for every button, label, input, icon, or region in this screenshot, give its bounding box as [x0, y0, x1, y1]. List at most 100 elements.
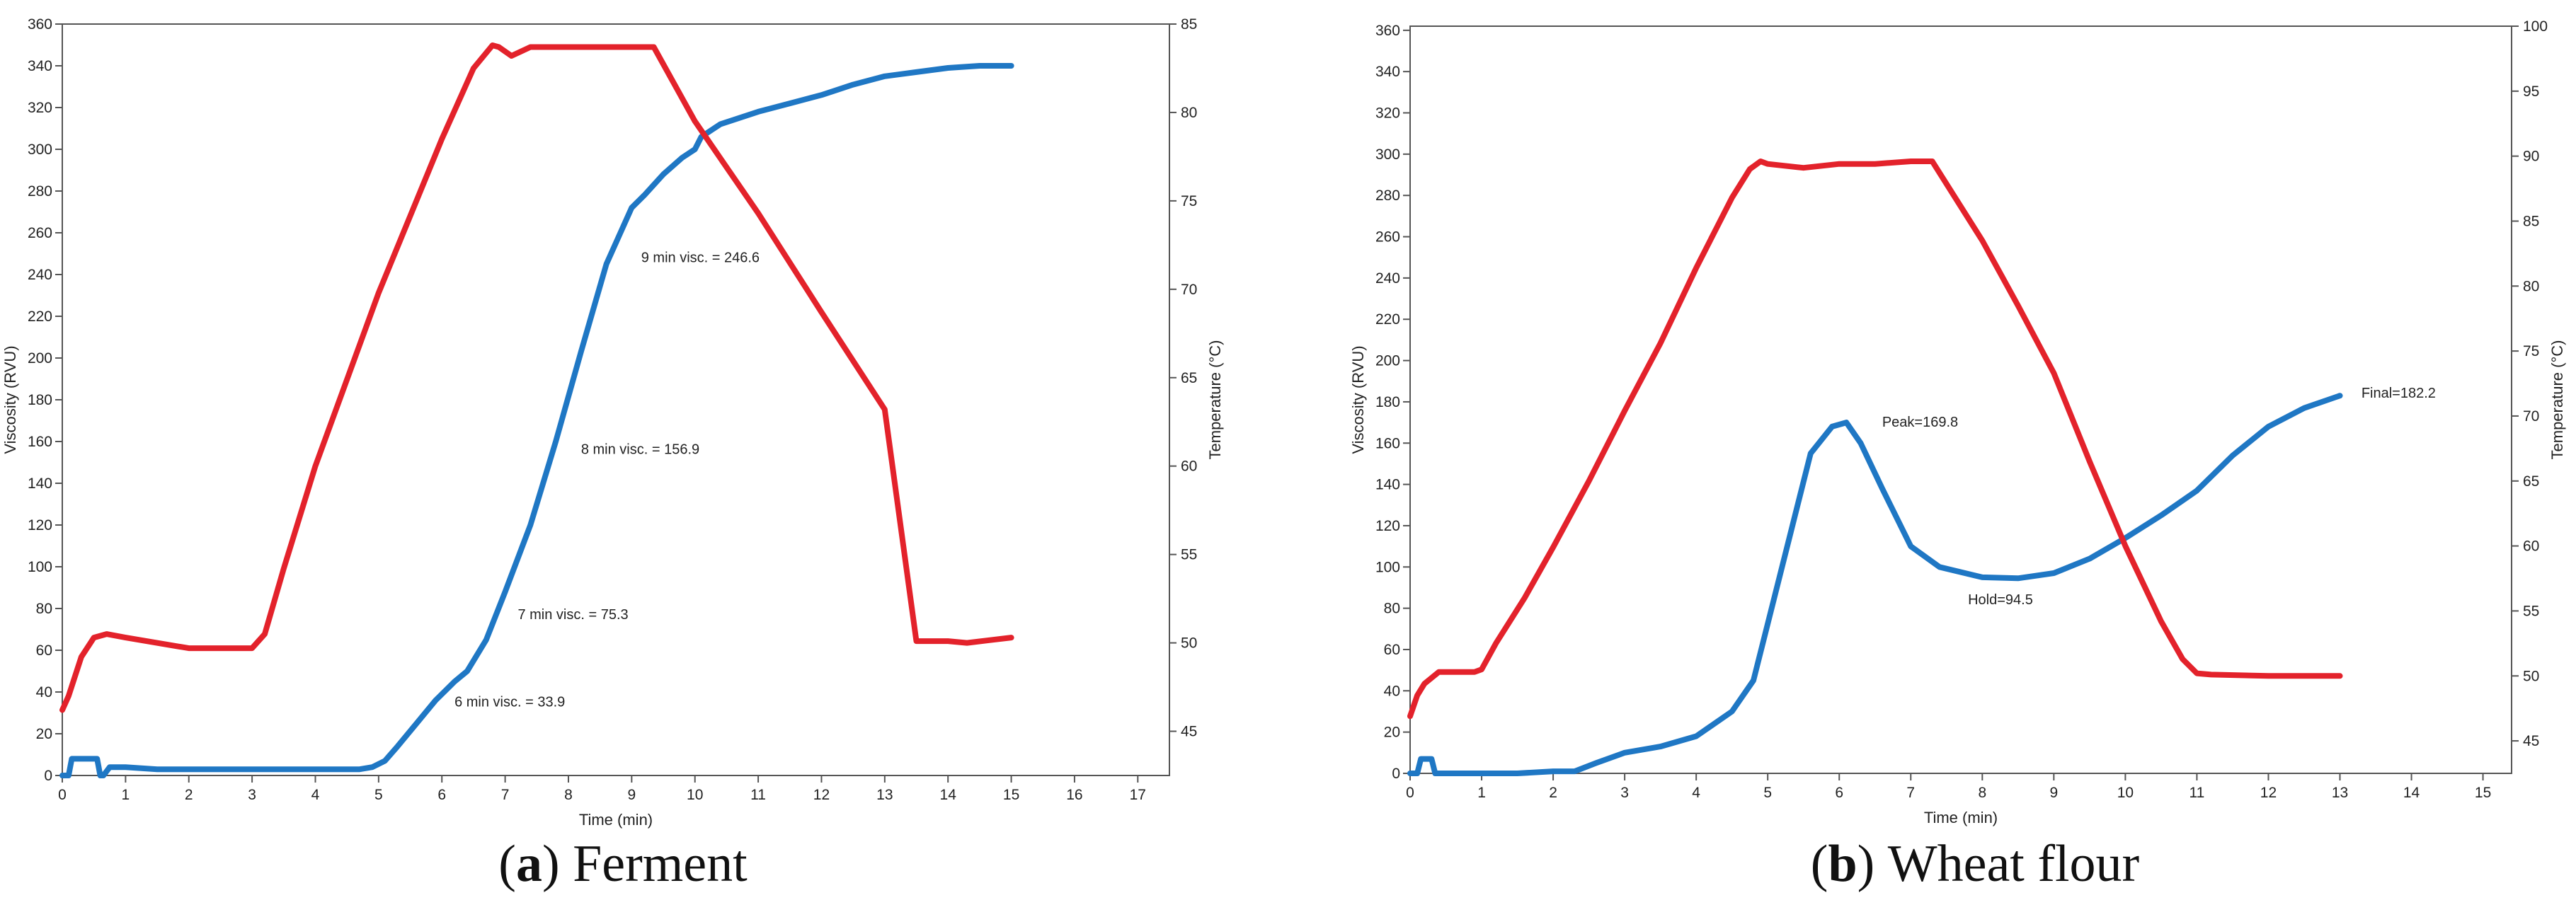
y-tick-label-panel-a: 220 [28, 308, 52, 325]
y2-tick-label-panel-a: 50 [1181, 635, 1197, 652]
x-tick-label-panel-b: 8 [1978, 785, 1986, 801]
y-tick-label-panel-a: 320 [28, 100, 52, 116]
y2-tick-label-panel-a: 55 [1181, 547, 1197, 563]
x-tick-label-panel-b: 0 [1406, 785, 1414, 801]
y-tick-label-panel-a: 160 [28, 434, 52, 450]
caption-text-b: Wheat flour [1887, 834, 2140, 893]
x-tick-label-panel-a: 14 [940, 787, 957, 803]
viscosity-line-panel-b [1407, 393, 2343, 776]
x-tick-label-panel-b: 4 [1692, 785, 1700, 801]
y2-tick-label-panel-b: 60 [2523, 538, 2539, 555]
panel-letter-b: b [1828, 834, 1857, 893]
y2-tick-label-panel-a: 80 [1181, 105, 1197, 121]
y2-tick-label-panel-a: 65 [1181, 370, 1197, 386]
x-tick-label-panel-a: 10 [687, 787, 703, 803]
x-tick-label-panel-b: 3 [1620, 785, 1629, 801]
y-tick-label-panel-b: 80 [1384, 601, 1400, 617]
caption-text-a: Ferment [573, 834, 748, 893]
x-tick-label-panel-b: 11 [2189, 785, 2205, 801]
viscosity-line-panel-a [59, 63, 1014, 778]
y2-tick-label-panel-b: 90 [2523, 149, 2539, 165]
y2-tick-label-panel-b: 100 [2523, 18, 2548, 35]
y2-tick-label-panel-a: 85 [1181, 16, 1197, 33]
y-tick-label-panel-b: 300 [1375, 146, 1400, 163]
x-tick-label-panel-a: 16 [1066, 787, 1082, 803]
caption-panel-a: (a) Ferment [498, 834, 748, 893]
y-tick-label-panel-b: 180 [1375, 394, 1400, 410]
x-tick-label-panel-a: 7 [501, 787, 510, 803]
y2-tick-label-panel-b: 55 [2523, 603, 2539, 619]
y-tick-label-panel-a: 0 [44, 768, 52, 784]
y2-tick-label-panel-b: 95 [2523, 83, 2539, 100]
y-tick-label-panel-b: 60 [1384, 642, 1400, 658]
y-tick-label-panel-a: 280 [28, 183, 52, 200]
x-tick-label-panel-a: 9 [627, 787, 636, 803]
y-tick-label-panel-b: 280 [1375, 188, 1400, 204]
y-axis-title-panel-a: Viscosity (RVU) [1, 345, 19, 454]
y-tick-label-panel-a: 120 [28, 517, 52, 534]
annotation-panel-b: Final=182.2 [2362, 386, 2436, 401]
annotation-panel-a: 7 min visc. = 75.3 [517, 607, 628, 623]
y-tick-label-panel-b: 0 [1392, 766, 1400, 782]
plot-frame-panel-a [62, 23, 1170, 776]
y2-tick-label-panel-b: 65 [2523, 473, 2539, 490]
y-tick-label-panel-b: 320 [1375, 105, 1400, 122]
y-tick-label-panel-a: 20 [36, 726, 52, 742]
y-tick-label-panel-b: 160 [1375, 435, 1400, 451]
y2-tick-label-panel-a: 45 [1181, 724, 1197, 740]
y2-tick-label-panel-b: 70 [2523, 408, 2539, 425]
y-tick-label-panel-b: 40 [1384, 683, 1400, 699]
x-tick-label-panel-b: 13 [2332, 785, 2348, 801]
x-tick-label-panel-a: 12 [813, 787, 830, 803]
x-tick-label-panel-a: 5 [374, 787, 383, 803]
x-tick-label-panel-a: 13 [876, 787, 893, 803]
y-tick-label-panel-b: 240 [1375, 270, 1400, 287]
x-tick-label-panel-a: 4 [311, 787, 320, 803]
x-tick-label-panel-b: 15 [2475, 785, 2491, 801]
y-tick-label-panel-b: 120 [1375, 518, 1400, 534]
x-axis-title-panel-a: Time (min) [579, 811, 653, 829]
y2-tick-label-panel-b: 75 [2523, 343, 2539, 359]
x-tick-label-panel-a: 2 [185, 787, 193, 803]
y-tick-label-panel-b: 340 [1375, 64, 1400, 80]
y-tick-label-panel-b: 260 [1375, 229, 1400, 246]
x-tick-label-panel-a: 11 [750, 787, 766, 803]
y-tick-label-panel-a: 180 [28, 392, 52, 408]
x-tick-label-panel-b: 1 [1477, 785, 1486, 801]
plot-frame-panel-b [1409, 25, 2512, 774]
x-tick-label-panel-b: 10 [2117, 785, 2134, 801]
annotation-panel-a: 8 min visc. = 156.9 [581, 442, 699, 458]
y2-axis-title-panel-a: Temperature (°C) [1206, 340, 1224, 460]
x-tick-label-panel-b: 9 [2050, 785, 2059, 801]
y-tick-label-panel-a: 340 [28, 58, 52, 74]
annotation-panel-b: Hold=94.5 [1968, 592, 2033, 608]
y-tick-label-panel-a: 200 [28, 350, 52, 367]
y-tick-label-panel-b: 220 [1375, 311, 1400, 328]
y2-tick-label-panel-b: 80 [2523, 278, 2539, 294]
y-tick-label-panel-b: 100 [1375, 559, 1400, 575]
x-tick-label-panel-b: 2 [1549, 785, 1557, 801]
y2-tick-label-panel-a: 60 [1181, 458, 1197, 475]
y2-tick-label-panel-a: 75 [1181, 193, 1197, 209]
x-tick-label-panel-a: 1 [122, 787, 130, 803]
y-tick-label-panel-b: 140 [1375, 477, 1400, 493]
y-tick-label-panel-a: 260 [28, 225, 52, 241]
x-tick-label-panel-b: 7 [1906, 785, 1915, 801]
y-tick-label-panel-a: 360 [28, 16, 52, 33]
x-tick-label-panel-a: 17 [1130, 787, 1146, 803]
y-tick-label-panel-b: 200 [1375, 353, 1400, 369]
y-tick-label-panel-a: 60 [36, 642, 52, 659]
y-axis-title-panel-b: Viscosity (RVU) [1349, 345, 1367, 454]
y2-tick-label-panel-b: 45 [2523, 733, 2539, 749]
annotation-panel-a: 6 min visc. = 33.9 [454, 695, 565, 710]
x-tick-label-panel-a: 6 [437, 787, 446, 803]
y-tick-label-panel-b: 360 [1375, 23, 1400, 39]
annotation-panel-b: Peak=169.8 [1882, 415, 1958, 430]
y2-tick-label-panel-b: 85 [2523, 213, 2539, 229]
y-tick-label-panel-b: 20 [1384, 725, 1400, 741]
x-tick-label-panel-a: 15 [1003, 787, 1019, 803]
x-tick-label-panel-a: 8 [564, 787, 573, 803]
x-axis-title-panel-b: Time (min) [1924, 809, 1998, 826]
x-tick-label-panel-b: 6 [1835, 785, 1843, 801]
y-tick-label-panel-a: 140 [28, 475, 52, 492]
